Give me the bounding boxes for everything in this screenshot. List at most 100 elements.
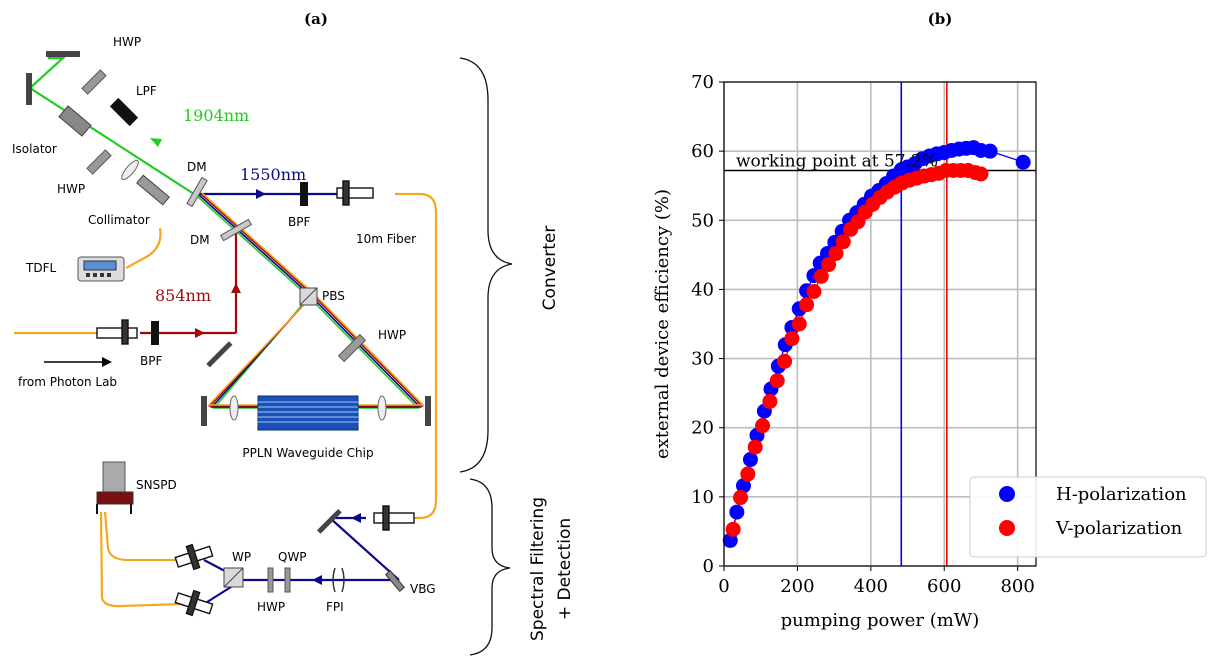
mirror-top [46, 51, 80, 57]
snspd-base [96, 491, 134, 505]
chip-lens-left [229, 395, 239, 421]
coupler-input-mount [121, 319, 129, 345]
lpf-element [109, 97, 139, 127]
label-hwp-bottom: HWP [257, 600, 285, 614]
h-polarization-point [1015, 154, 1031, 170]
tdfl-display [83, 260, 117, 271]
label-dm-mid: DM [190, 233, 210, 247]
det-arrow-1 [351, 513, 361, 523]
v-polarization-point [725, 521, 741, 537]
qwp-element [284, 567, 291, 593]
y-tick-label: 10 [691, 487, 714, 508]
pump-beam [28, 56, 198, 197]
x-tick-label: 800 [1000, 576, 1034, 597]
label-qwp: QWP [278, 550, 307, 564]
snspd-fiber-1 [103, 511, 180, 562]
label-bpf-left: BPF [140, 354, 162, 368]
mirror-left [26, 73, 32, 105]
tdfl-box [77, 256, 125, 282]
y-tick-label: 60 [691, 141, 714, 162]
chip-lens-right [377, 395, 387, 421]
label-filtering-1: Spectral Filtering [528, 497, 548, 641]
legend: H-polarization V-polarization [969, 476, 1207, 558]
fpi-mirror-2 [341, 567, 345, 593]
combined-red [200, 193, 424, 407]
input-arrow-horizontal [195, 328, 205, 338]
label-pbs: PBS [322, 289, 345, 303]
tdfl-buttons [86, 273, 111, 277]
label-filtering-2: + Detection [555, 518, 575, 620]
from-lab-arrow [44, 357, 112, 367]
panel-a-label: (a) [304, 10, 328, 28]
label-854nm: 854nm [155, 286, 211, 305]
dm-mid-element [219, 218, 253, 242]
isolator-element [58, 105, 92, 137]
y-tick-label: 30 [691, 349, 714, 370]
tdfl-button-3 [100, 273, 104, 277]
tdfl-button-2 [93, 273, 97, 277]
panel-b: (b) 0 200 400 600 800 0 10 20 30 40 50 60 70 pumpin… [652, 10, 1207, 631]
isolator-collimator [58, 105, 170, 206]
x-tick-label: 600 [927, 576, 961, 597]
panel-b-label: (b) [928, 10, 953, 28]
x-axis-label: pumping power (mW) [781, 610, 980, 631]
label-bpf-top: BPF [288, 215, 310, 229]
fpi-element [332, 567, 345, 593]
y-tick-labels: 0 10 20 30 40 50 60 70 [691, 72, 714, 577]
legend-marker-h [999, 486, 1015, 502]
v-polarization-point [733, 490, 749, 506]
v-polarization-point [813, 268, 829, 284]
label-tdfl: TDFL [25, 261, 56, 275]
y-axis-label: external device efficiency (%) [652, 189, 673, 459]
working-point-annotation: working point at 57.2% [736, 152, 938, 172]
bpf-top-element [300, 182, 308, 206]
label-1904nm: 1904nm [183, 106, 249, 125]
x-tick-labels: 0 200 400 600 800 [718, 576, 1035, 597]
label-from-lab: from Photon Lab [18, 375, 117, 389]
brace-filtering [469, 478, 511, 656]
pump-beam-path [28, 56, 198, 197]
label-hwp-top: HWP [113, 35, 141, 49]
legend-label-h: H-polarization [1056, 484, 1187, 505]
input-arrow-vertical [231, 283, 241, 293]
v-polarization-point [973, 166, 989, 182]
plot-frame [723, 81, 1037, 567]
mirror-chip-left [201, 396, 207, 426]
h-polarization-point [742, 452, 758, 468]
coupler-snspd-2-mount [185, 589, 201, 617]
bpf-left-element [151, 321, 159, 345]
chip-body [257, 395, 359, 431]
label-fpi: FPI [326, 600, 344, 614]
chip-waveguides [258, 401, 358, 423]
coupler-input-body [96, 327, 138, 339]
y-tick-label: 20 [691, 418, 714, 439]
v-polarization-point [747, 439, 763, 455]
label-lpf: LPF [136, 84, 157, 98]
mirror-input [206, 341, 233, 368]
collimator-element [136, 174, 170, 206]
wave-plates [81, 69, 367, 593]
v-polarization-point [777, 353, 793, 369]
v-polarization-point [799, 297, 815, 313]
legend-label-v: V-polarization [1055, 518, 1183, 539]
label-collimator: Collimator [88, 213, 150, 227]
snspd-detector [96, 461, 134, 514]
panel-a: (a) [12, 10, 575, 656]
h-polarization-point [729, 504, 745, 520]
hwp-bottom-element [267, 567, 274, 593]
component-labels: HWP LPF Isolator HWP Collimator TDFL DM … [12, 35, 436, 614]
label-converter: Converter [540, 226, 560, 311]
combined-blue [198, 194, 422, 408]
brace-converter [459, 57, 513, 473]
label-vbg: VBG [410, 582, 436, 596]
hwp-left-element [86, 149, 112, 175]
fiber-couplers [96, 180, 415, 617]
converter-fiber [395, 192, 438, 520]
det-arrow-2 [312, 575, 322, 585]
y-tick-label: 40 [691, 279, 714, 300]
label-isolator: Isolator [12, 142, 57, 156]
label-hwp-right: HWP [378, 328, 406, 342]
tdfl-button-1 [86, 273, 90, 277]
coupler-detection [373, 505, 415, 531]
wp-diagonal [223, 567, 244, 588]
